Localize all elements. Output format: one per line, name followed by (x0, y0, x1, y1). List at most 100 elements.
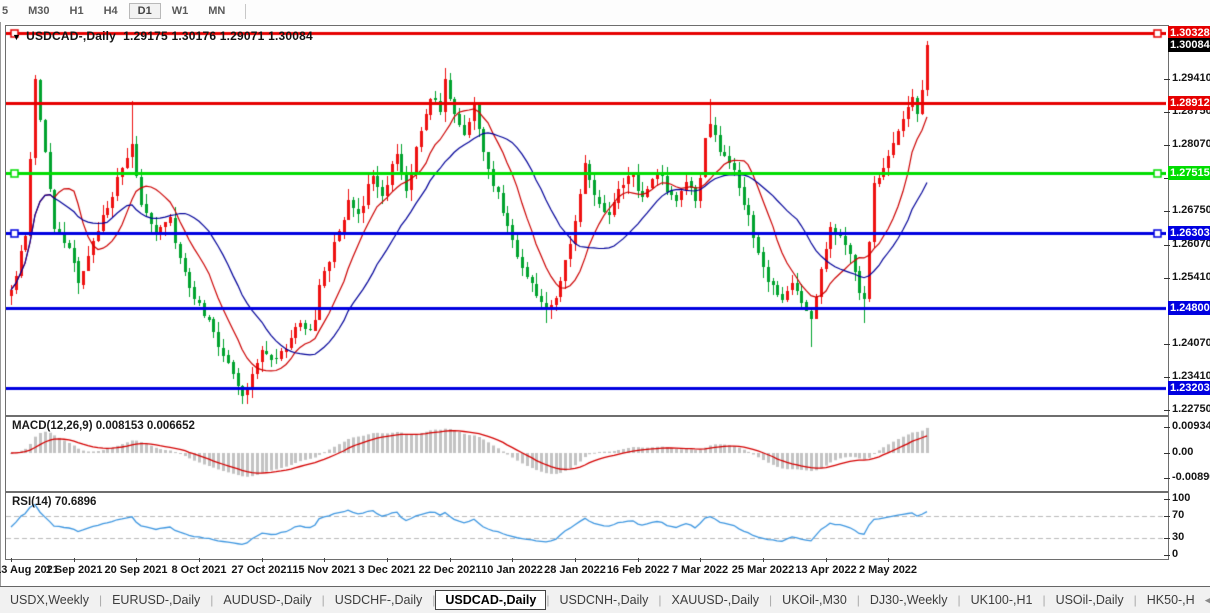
date-tick (826, 558, 827, 562)
price-axis-tick: 1.26750 (1172, 204, 1210, 216)
price-level-label: 1.27515 (1168, 166, 1210, 180)
axis-tick-dash (1164, 145, 1170, 146)
tab-separator: | (957, 593, 961, 607)
macd-chart-canvas[interactable] (6, 417, 1166, 489)
rsi-axis-tick: 30 (1172, 531, 1185, 543)
tab-scroll-arrows: ◀ ▶ (1205, 595, 1210, 606)
price-pane[interactable]: ▼ USDCAD-,Daily 1.29175 1.30176 1.29071 1… (5, 25, 1169, 416)
date-tick (199, 558, 200, 562)
price-axis-tick: 1.22750 (1172, 403, 1210, 415)
timeframe-button-W1[interactable]: W1 (171, 5, 189, 17)
macd-pane[interactable]: MACD(12,26,9) 0.008153 0.006652 (5, 416, 1169, 492)
date-label: 25 Mar 2022 (731, 564, 795, 576)
axis-tick-dash (1164, 211, 1170, 212)
macd-axis-tick: -0.008902 (1172, 471, 1210, 483)
date-tick (638, 558, 639, 562)
current-price-label: 1.30084 (1168, 38, 1210, 52)
date-tick (575, 558, 576, 562)
price-axis-tick: 1.25410 (1172, 271, 1210, 283)
axis-tick-dash (1164, 278, 1170, 279)
chart-tab-uk100-h1[interactable]: UK100-,H1 (970, 593, 1033, 607)
axis-tick-dash (1164, 427, 1170, 428)
axis-tick-dash (1164, 377, 1170, 378)
axis-tick-dash (1164, 79, 1170, 80)
chart-tab-usdx-weekly[interactable]: USDX,Weekly (10, 593, 89, 607)
candlestick-chart-canvas[interactable] (6, 26, 1166, 413)
chart-title: ▼ USDCAD-,Daily 1.29175 1.30176 1.29071 1… (12, 29, 313, 43)
timeframe-button-5[interactable]: 5 (2, 5, 9, 17)
price-level-label: 1.24800 (1168, 301, 1210, 315)
price-axis-tick: 1.29410 (1172, 72, 1210, 84)
axis-tick-dash (1164, 499, 1170, 500)
axis-tick-dash (1164, 516, 1170, 517)
date-label: 1 Sep 2021 (45, 564, 103, 576)
chart-ohlc-values: 1.29175 1.30176 1.29071 1.30084 (123, 29, 313, 43)
date-axis[interactable]: 13 Aug 2021 1 Sep 2021 20 Sep 2021 8 Oct 20… (0, 558, 1167, 586)
date-label: 22 Dec 2021 (418, 564, 482, 576)
tab-separator: | (546, 593, 550, 607)
date-label: 13 Aug 2021 (0, 564, 59, 576)
chart-window: ▼ USDCAD-,Daily 1.29175 1.30176 1.29071 1… (0, 22, 1210, 586)
tab-separator: | (1042, 593, 1046, 607)
price-axis-tick: 1.26070 (1172, 238, 1210, 250)
tab-separator: | (210, 593, 214, 607)
date-tick (136, 558, 137, 562)
date-tick (763, 558, 764, 562)
tab-separator: | (769, 593, 773, 607)
rsi-axis-tick: 0 (1172, 548, 1179, 560)
axis-tick-dash (1164, 178, 1170, 179)
date-label: 7 Mar 2022 (671, 564, 729, 576)
date-label: 16 Feb 2022 (606, 564, 670, 576)
timeframe-button-H4[interactable]: H4 (103, 5, 118, 17)
date-tick (387, 558, 388, 562)
rsi-axis-tick: 100 (1172, 492, 1191, 504)
chart-tab-eurusd-daily[interactable]: EURUSD-,Daily (112, 593, 201, 607)
macd-axis-tick: 0.009345 (1172, 420, 1210, 432)
macd-axis-tick: 0.00 (1172, 446, 1194, 458)
tab-separator: | (98, 593, 103, 607)
date-tick (450, 558, 451, 562)
price-level-label: 1.26303 (1168, 226, 1210, 240)
date-label: 15 Nov 2021 (292, 564, 356, 576)
date-tick (11, 558, 12, 562)
timeframe-button-H1[interactable]: H1 (69, 5, 84, 17)
date-label: 28 Jan 2022 (544, 564, 606, 576)
tab-separator: | (432, 593, 436, 607)
rsi-indicator-label: RSI(14) 70.6896 (12, 496, 97, 508)
price-level-label: 1.30328 (1168, 26, 1210, 40)
timeframe-button-M30[interactable]: M30 (28, 5, 50, 17)
price-level-label: 1.23203 (1168, 381, 1210, 395)
axis-tick-dash (1164, 112, 1170, 113)
timeframe-button-MN[interactable]: MN (208, 5, 226, 17)
chart-tab-audusd-daily[interactable]: AUDUSD-,Daily (223, 593, 312, 607)
timeframe-bar: 5 M30 H1 H4 D1 W1 MN (0, 0, 1210, 23)
axis-tick-dash (1164, 410, 1170, 411)
rsi-chart-canvas[interactable] (6, 493, 1166, 557)
tab-separator: | (1133, 593, 1137, 607)
chart-tab-usdcnh-daily[interactable]: USDCNH-,Daily (559, 593, 649, 607)
timeframe-button-D1[interactable]: D1 (128, 3, 161, 19)
date-tick (888, 558, 889, 562)
chart-tab-dj30-weekly[interactable]: DJ30-,Weekly (869, 593, 948, 607)
chart-menu-caret-icon[interactable]: ▼ (12, 32, 22, 42)
tab-separator: | (321, 593, 325, 607)
axis-tick-dash (1164, 245, 1170, 246)
chart-tab-ukoil-m30[interactable]: UKOil-,M30 (782, 593, 847, 607)
date-label: 13 Apr 2022 (795, 564, 857, 576)
tab-scroll-left-icon[interactable]: ◀ (1205, 595, 1210, 606)
rsi-pane[interactable]: RSI(14) 70.6896 (5, 492, 1169, 560)
price-axis-tick: 1.23410 (1172, 370, 1210, 382)
chart-tab-xauusd-daily[interactable]: XAUUSD-,Daily (671, 593, 760, 607)
date-tick (512, 558, 513, 562)
tab-separator: | (658, 593, 662, 607)
date-label: 2 May 2022 (858, 564, 918, 576)
price-axis[interactable]: 1.294101.287501.280701.274101.267501.260… (1164, 22, 1210, 586)
date-label: 27 Oct 2021 (231, 564, 293, 576)
chart-tab-usoil-daily[interactable]: USOil-,Daily (1055, 593, 1124, 607)
chart-symbol-label: USDCAD-,Daily (26, 29, 117, 43)
chart-tab-hk50-h[interactable]: HK50-,H (1146, 593, 1195, 607)
price-axis-tick: 1.28070 (1172, 138, 1210, 150)
chart-tab-usdchf-daily[interactable]: USDCHF-,Daily (334, 593, 423, 607)
axis-tick-dash (1164, 555, 1170, 556)
chart-tab-usdcad-daily[interactable]: USDCAD-,Daily (435, 590, 547, 610)
